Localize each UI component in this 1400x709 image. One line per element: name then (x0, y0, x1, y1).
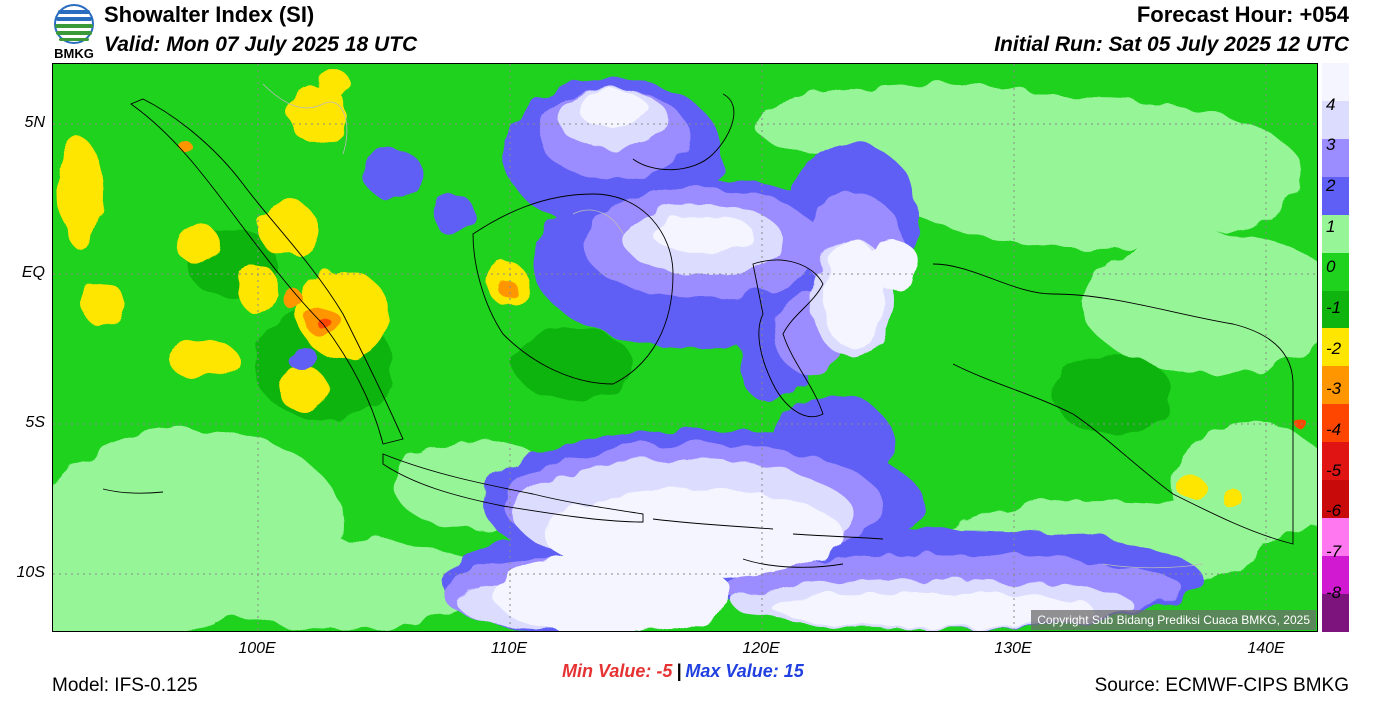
legend-label: -3 (1326, 379, 1342, 398)
lat-label-10s: 10S (16, 564, 45, 581)
model-label: Model: IFS-0.125 (52, 675, 198, 696)
logo-text: BMKG (54, 46, 94, 60)
legend-swatch (1322, 138, 1349, 177)
legend-label: 2 (1326, 176, 1336, 195)
legend-swatch (1322, 290, 1349, 329)
lat-label-5s: 5S (25, 414, 45, 431)
legend-label: -4 (1326, 420, 1342, 439)
lon-label-110e: 110E (490, 640, 528, 657)
legend-label: -1 (1326, 298, 1342, 317)
lat-label-5n: 5N (24, 114, 45, 131)
legend-swatch (1322, 252, 1349, 291)
chart-title: Showalter Index (SI) (104, 2, 315, 27)
legend-swatch (1322, 328, 1349, 367)
legend-swatch (1322, 555, 1349, 594)
bmkg-logo: BMKG (50, 2, 98, 61)
legend-label: -5 (1326, 461, 1342, 480)
legend-swatch (1322, 63, 1349, 101)
min-max-values: Min Value: -5 | Max Value: 15 (562, 661, 804, 682)
legend-swatch (1322, 100, 1349, 139)
source-label: Source: ECMWF-CIPS BMKG (1094, 675, 1349, 696)
legend-swatch (1322, 593, 1349, 632)
lon-label-100e: 100E (238, 640, 276, 657)
lon-label-140e: 140E (1247, 640, 1285, 657)
legend-label: 0 (1326, 257, 1336, 276)
legend-swatch (1322, 404, 1349, 443)
legend-swatch (1322, 366, 1349, 405)
lat-label-eq: EQ (21, 264, 45, 281)
min-max-separator: | (676, 661, 682, 681)
valid-time: Valid: Mon 07 July 2025 18 UTC (104, 33, 418, 56)
legend-label: 3 (1326, 135, 1336, 154)
legend-swatch (1322, 518, 1349, 556)
copyright-notice: Copyright Sub Bidang Prediksi Cuaca BMKG… (1031, 610, 1316, 630)
showalter-map: Copyright Sub Bidang Prediksi Cuaca BMKG… (52, 63, 1318, 632)
initial-run: Initial Run: Sat 05 July 2025 12 UTC (994, 33, 1349, 56)
colorbar-legend (1322, 63, 1349, 632)
legend-swatch (1322, 214, 1349, 253)
legend-swatch (1322, 176, 1349, 215)
legend-swatch (1322, 480, 1349, 519)
legend-label: -6 (1326, 501, 1342, 520)
lon-label-130e: 130E (994, 640, 1032, 657)
legend-label: -8 (1326, 583, 1342, 602)
max-value: Max Value: 15 (685, 661, 804, 681)
legend-label: 4 (1326, 95, 1336, 114)
forecast-hour: Forecast Hour: +054 (1136, 2, 1349, 27)
legend-label: -7 (1326, 542, 1342, 561)
min-value: Min Value: -5 (562, 661, 673, 681)
legend-swatch (1322, 442, 1349, 481)
legend-label: -2 (1326, 339, 1342, 358)
lon-label-120e: 120E (742, 640, 780, 657)
legend-label: 1 (1326, 217, 1336, 236)
